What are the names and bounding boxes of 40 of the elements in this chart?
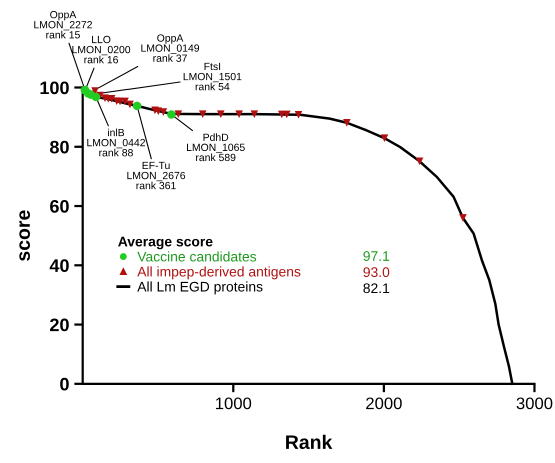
legend-title: Average score xyxy=(118,236,213,250)
point xyxy=(282,110,291,118)
point xyxy=(235,110,243,118)
point xyxy=(459,214,467,222)
y-tick-label: 0 xyxy=(60,378,69,391)
point xyxy=(250,110,258,118)
x-axis-title: Rank xyxy=(286,434,332,450)
x-tick-label: 3000 xyxy=(516,397,552,410)
point xyxy=(294,110,302,119)
y-tick-label: 40 xyxy=(50,259,69,272)
annotation: OppA LMON_0149 rank 37 xyxy=(141,34,200,62)
point xyxy=(216,110,225,118)
point xyxy=(126,100,134,108)
point xyxy=(174,110,182,118)
point xyxy=(416,157,424,166)
annotation: inlB LMON_0442 rank 88 xyxy=(87,128,145,156)
point xyxy=(132,102,142,110)
y-axis-title: score xyxy=(19,210,30,261)
point xyxy=(198,110,207,118)
point xyxy=(167,110,176,119)
annotation: 93.0 xyxy=(363,267,390,278)
point xyxy=(343,118,351,127)
y-tick-label: 100 xyxy=(40,81,69,94)
y-tick-label: 20 xyxy=(50,318,69,332)
point xyxy=(160,108,168,116)
annotation: EF-Tu LMON_2676 rank 361 xyxy=(127,162,186,190)
x-tick-label: 1000 xyxy=(216,397,252,410)
annotation: FtsI LMON_1501 rank 54 xyxy=(184,62,242,90)
point xyxy=(121,98,129,106)
annotation: PdhD LMON_1065 rank 589 xyxy=(186,133,245,162)
x-tick-label: 2000 xyxy=(366,397,402,410)
legend-label: All impep-derived antigens xyxy=(137,266,300,280)
y-tick-label: 80 xyxy=(50,140,69,154)
point xyxy=(92,92,100,102)
legend-label: All Lm EGD proteins xyxy=(137,281,263,294)
annotation: 97.1 xyxy=(363,251,390,261)
y-tick-label: 60 xyxy=(50,200,69,213)
legend-label: Vaccine candidates xyxy=(137,251,256,262)
annotation: 82.1 xyxy=(363,283,390,294)
point xyxy=(380,134,388,142)
